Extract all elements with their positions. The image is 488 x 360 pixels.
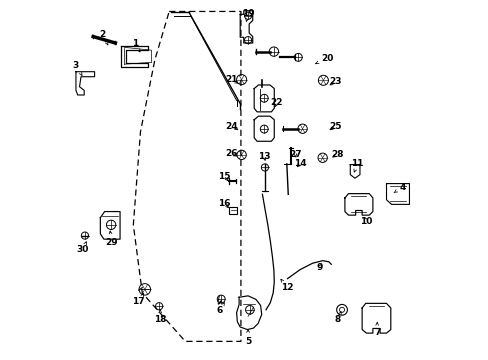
- Text: 7: 7: [373, 322, 380, 337]
- Text: 17: 17: [132, 294, 145, 306]
- Text: 21: 21: [225, 75, 238, 84]
- Text: 11: 11: [350, 159, 363, 172]
- Text: 29: 29: [105, 231, 118, 247]
- Text: 18: 18: [154, 310, 166, 324]
- Text: 14: 14: [293, 159, 306, 168]
- Text: 2: 2: [100, 30, 108, 45]
- Text: 6: 6: [216, 303, 224, 315]
- Text: 24: 24: [225, 122, 238, 131]
- Text: 23: 23: [329, 77, 342, 86]
- Text: 8: 8: [334, 312, 341, 324]
- Text: 12: 12: [280, 279, 293, 292]
- Text: 30: 30: [76, 242, 88, 255]
- Text: 22: 22: [270, 98, 283, 107]
- Bar: [229, 207, 237, 214]
- Text: 19: 19: [241, 9, 254, 21]
- Text: 15: 15: [218, 172, 230, 181]
- Text: 10: 10: [360, 217, 372, 226]
- Text: 28: 28: [330, 150, 343, 159]
- Text: 25: 25: [329, 122, 342, 131]
- Text: 13: 13: [258, 152, 270, 161]
- Text: 9: 9: [316, 264, 323, 273]
- Text: 20: 20: [315, 54, 332, 64]
- Text: 5: 5: [244, 330, 251, 346]
- Text: 4: 4: [393, 183, 405, 193]
- Text: 3: 3: [73, 61, 82, 75]
- Text: 27: 27: [288, 150, 301, 159]
- Text: 16: 16: [218, 199, 230, 208]
- Text: 1: 1: [132, 39, 140, 52]
- Text: 26: 26: [224, 149, 237, 158]
